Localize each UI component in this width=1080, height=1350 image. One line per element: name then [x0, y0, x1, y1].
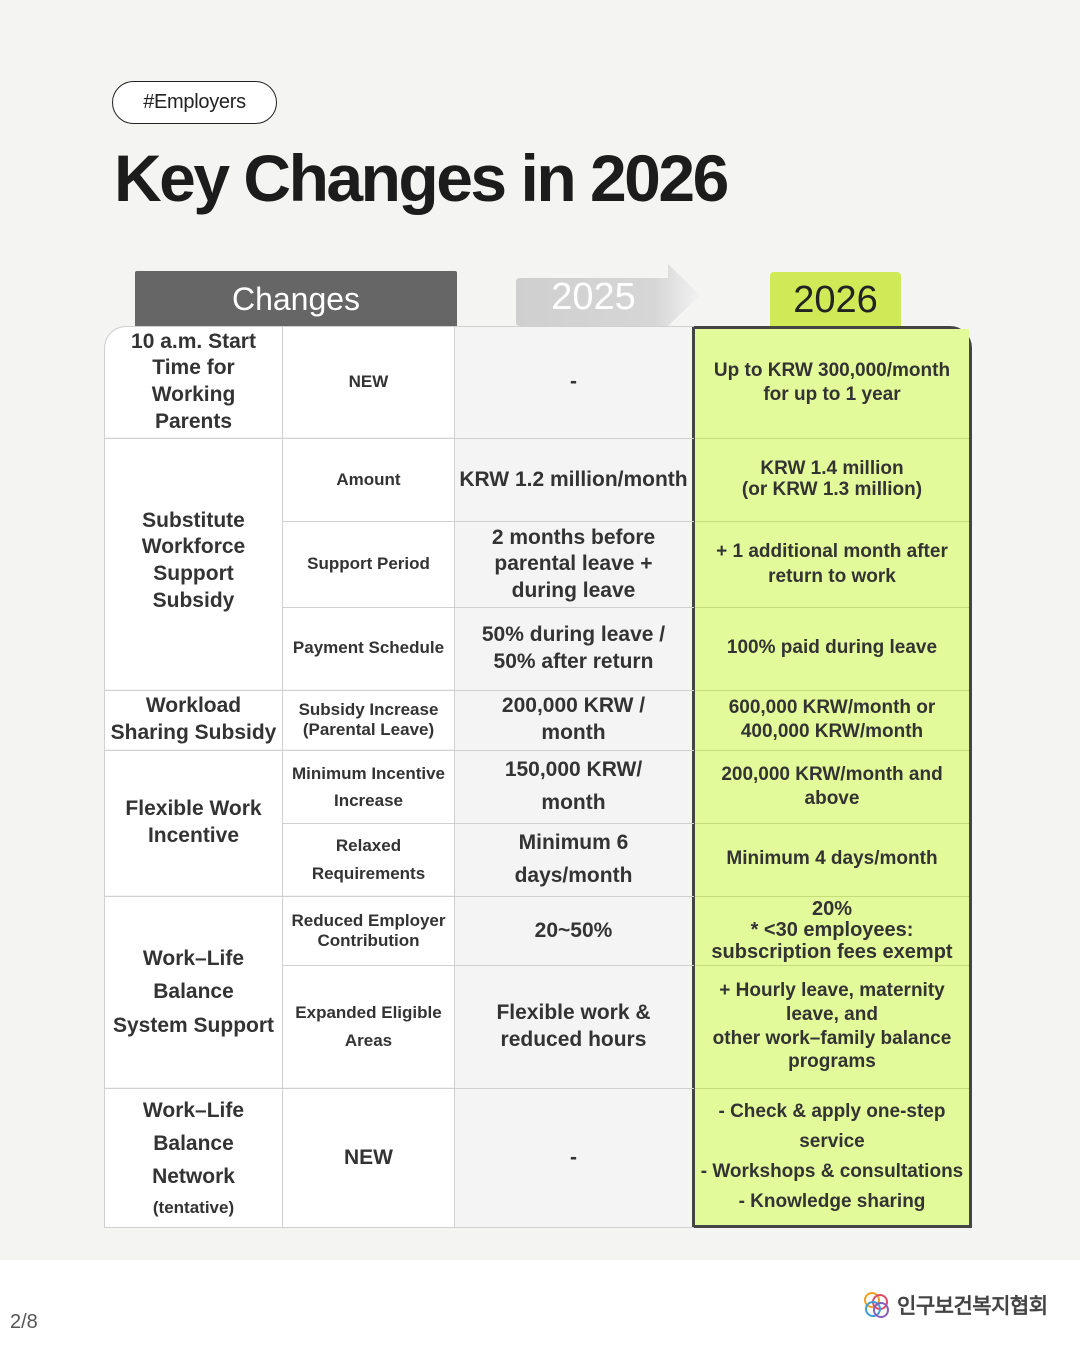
row-substitute-amount-label: Amount — [283, 439, 454, 521]
row-wlb-areas-2026: + Hourly leave, maternity leave, and oth… — [695, 966, 969, 1087]
row-flexible-min-label: Minimum Incentive Increase — [283, 751, 454, 823]
row-flexible-req-2025: Minimum 6 days/month — [455, 824, 692, 895]
row-substitute-title: Substitute Workforce Support Subsidy — [105, 439, 282, 689]
divider — [104, 1088, 694, 1089]
row-substitute-period-2025: 2 months before parental leave + during … — [455, 522, 692, 607]
header-2025: 2025 — [516, 264, 702, 326]
org-logo: 인구보건복지협회 — [861, 1290, 1048, 1320]
row-substitute-amount-2026: KRW 1.4 million (or KRW 1.3 million) — [695, 439, 969, 521]
divider — [695, 750, 969, 751]
row-network-title-cell: Work–Life Balance Network (tentative) — [105, 1089, 282, 1227]
divider — [104, 750, 694, 751]
header-2025-label: 2025 — [551, 276, 636, 318]
row-workload-2025: 200,000 KRW / month — [455, 691, 692, 749]
row-network-type: NEW — [283, 1089, 454, 1227]
hashtag-pill: #Employers — [112, 81, 277, 124]
row-flexible-req-label: Relaxed Requirements — [283, 824, 454, 895]
divider — [695, 965, 969, 966]
row-substitute-period-2026: + 1 additional month after return to wor… — [695, 522, 969, 607]
row-wlb-contribution-2025: 20~50% — [455, 897, 692, 965]
row-substitute-schedule-2026: 100% paid during leave — [695, 608, 969, 689]
row-substitute-schedule-label: Payment Schedule — [283, 608, 454, 689]
divider — [104, 438, 694, 439]
row-flexible-req-2026: Minimum 4 days/month — [695, 824, 969, 895]
row-wlb-system-title: Work–Life Balance System Support — [105, 897, 282, 1087]
row-wlb-areas-2025: Flexible work & reduced hours — [455, 966, 692, 1087]
row-substitute-schedule-2025: 50% during leave / 50% after return — [455, 608, 692, 689]
divider — [282, 823, 694, 824]
row-network-2026: - Check & apply one-step service - Works… — [695, 1089, 969, 1225]
divider — [282, 965, 694, 966]
divider — [104, 690, 694, 691]
row-flexible-title: Flexible Work Incentive — [105, 751, 282, 895]
divider — [282, 607, 694, 608]
row-flexible-min-2026: 200,000 KRW/month and above — [695, 751, 969, 823]
comparison-table: 10 a.m. Start Time for Working Parents N… — [104, 326, 972, 1228]
rings-logo-icon — [864, 1292, 889, 1318]
divider — [104, 896, 694, 897]
divider — [695, 896, 969, 897]
divider — [695, 690, 969, 691]
page-title: Key Changes in 2026 — [114, 141, 729, 215]
divider — [282, 326, 283, 1228]
row-workload-title: Workload Sharing Subsidy — [105, 691, 282, 749]
row-network-note: (tentative) — [152, 1198, 235, 1218]
row-start-time-2026: Up to KRW 300,000/month for up to 1 year — [695, 329, 969, 437]
row-workload-label: Subsidy Increase (Parental Leave) — [283, 691, 454, 749]
divider — [695, 521, 969, 522]
divider — [104, 1227, 694, 1228]
footer-bar — [0, 1260, 1080, 1350]
row-substitute-period-label: Support Period — [283, 522, 454, 607]
row-network-2025: - — [455, 1089, 692, 1227]
table-border — [104, 326, 694, 1228]
divider — [695, 1088, 969, 1089]
row-flexible-min-2025: 150,000 KRW/ month — [455, 751, 692, 823]
row-wlb-contribution-label: Reduced Employer Contribution — [283, 897, 454, 965]
row-wlb-areas-label: Expanded Eligible Areas — [283, 966, 454, 1087]
row-workload-2026: 600,000 KRW/month or 400,000 KRW/month — [695, 691, 969, 749]
row-start-time-2025: - — [455, 327, 692, 437]
divider — [695, 438, 969, 439]
row-substitute-amount-2025: KRW 1.2 million/month — [455, 439, 692, 521]
divider — [282, 521, 694, 522]
header-changes: Changes — [135, 271, 457, 327]
divider — [695, 823, 969, 824]
page-indicator: 2/8 — [10, 1311, 38, 1333]
row-start-time-type: NEW — [283, 327, 454, 437]
arrow-shape-icon — [516, 264, 700, 326]
divider — [695, 607, 969, 608]
row-wlb-contribution-2026: 20% * <30 employees: subscription fees e… — [695, 897, 969, 965]
row-network-title: Work–Life Balance Network — [142, 1098, 245, 1189]
org-name: 인구보건복지협회 — [897, 1295, 1048, 1318]
divider — [454, 326, 455, 1228]
header-2026: 2026 — [770, 272, 901, 328]
row-start-time-title: 10 a.m. Start Time for Working Parents — [105, 327, 282, 437]
